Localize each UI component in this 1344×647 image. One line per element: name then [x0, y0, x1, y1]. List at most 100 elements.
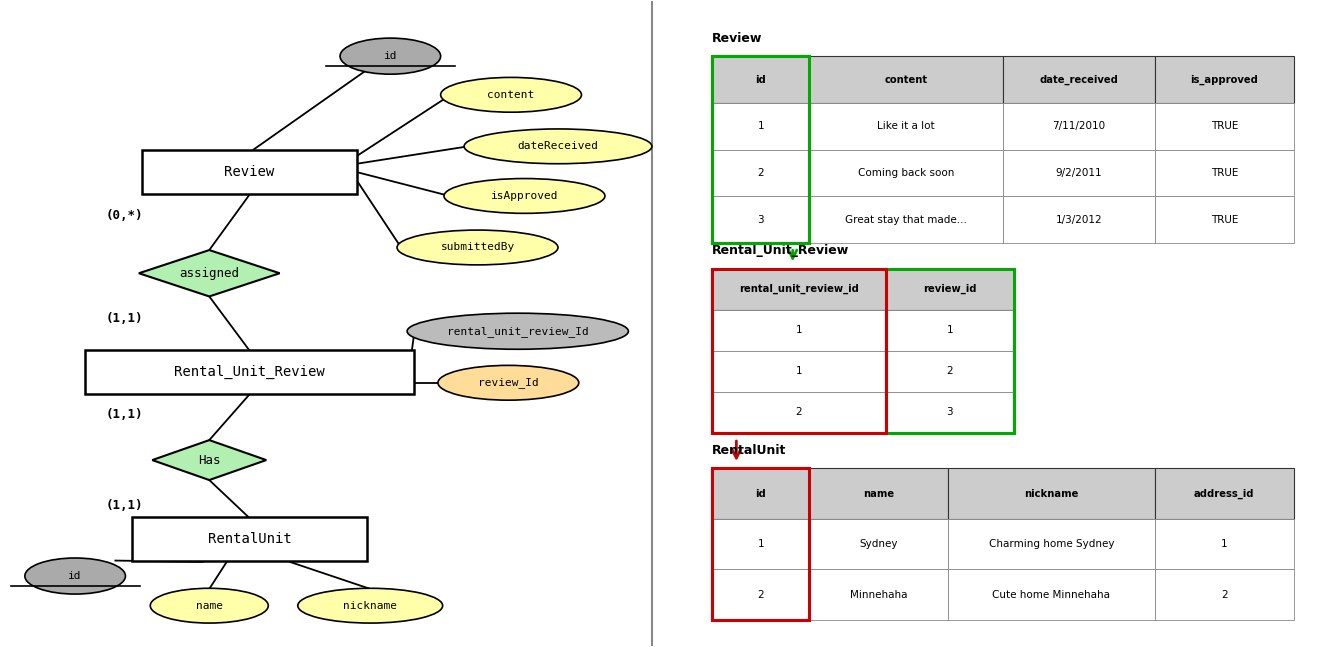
Bar	[132, 518, 367, 561]
Text: (1,1): (1,1)	[106, 312, 144, 325]
Text: rental_unit_review_Id: rental_unit_review_Id	[448, 326, 589, 336]
Bar	[712, 269, 886, 433]
Text: nickname: nickname	[1024, 488, 1078, 499]
Text: Coming back soon: Coming back soon	[857, 168, 954, 178]
Ellipse shape	[24, 558, 125, 594]
Text: name: name	[196, 600, 223, 611]
Bar	[712, 468, 809, 519]
Text: Great stay that made...: Great stay that made...	[845, 215, 966, 225]
Bar	[1154, 103, 1293, 149]
Polygon shape	[138, 250, 280, 296]
Text: TRUE: TRUE	[1211, 168, 1238, 178]
Text: Like it a lot: Like it a lot	[878, 121, 935, 131]
Bar	[712, 269, 886, 310]
Bar	[712, 149, 809, 196]
Ellipse shape	[441, 78, 582, 112]
Text: rental_unit_review_id: rental_unit_review_id	[739, 284, 859, 294]
Text: Cute home Minnehaha: Cute home Minnehaha	[992, 589, 1110, 600]
Bar	[809, 519, 948, 569]
Text: 2: 2	[796, 408, 802, 417]
Text: assigned: assigned	[179, 267, 239, 280]
Bar	[809, 196, 1003, 243]
Bar	[1154, 468, 1293, 519]
Text: name: name	[863, 488, 894, 499]
Bar	[712, 392, 886, 433]
Bar	[948, 569, 1154, 620]
Text: 2: 2	[946, 366, 953, 377]
Bar	[142, 150, 356, 194]
Bar	[1154, 569, 1293, 620]
Ellipse shape	[407, 313, 629, 349]
Text: 3: 3	[758, 215, 763, 225]
Text: id: id	[755, 74, 766, 85]
Bar	[712, 351, 886, 392]
Bar	[712, 56, 809, 243]
Text: Review: Review	[224, 165, 274, 179]
Text: address_id: address_id	[1193, 488, 1254, 499]
Text: date_received: date_received	[1040, 74, 1118, 85]
Text: 1: 1	[1222, 539, 1227, 549]
Text: 1: 1	[758, 121, 763, 131]
Text: nickname: nickname	[343, 600, 398, 611]
Text: id: id	[755, 488, 766, 499]
Text: 9/2/2011: 9/2/2011	[1056, 168, 1102, 178]
Text: 7/11/2010: 7/11/2010	[1052, 121, 1106, 131]
Text: isApproved: isApproved	[491, 191, 558, 201]
Ellipse shape	[298, 588, 442, 623]
Text: submittedBy: submittedBy	[441, 243, 515, 252]
Bar	[712, 310, 886, 351]
Bar	[712, 569, 809, 620]
Text: id: id	[69, 571, 82, 581]
Text: 2: 2	[758, 589, 763, 600]
Bar	[1154, 196, 1293, 243]
Bar	[809, 103, 1003, 149]
Text: Charming home Sydney: Charming home Sydney	[989, 539, 1114, 549]
Text: 1: 1	[796, 366, 802, 377]
Text: Minnehaha: Minnehaha	[849, 589, 907, 600]
Text: content: content	[488, 90, 535, 100]
Text: id: id	[383, 51, 396, 61]
Polygon shape	[152, 440, 266, 480]
Text: (0,*): (0,*)	[106, 209, 144, 222]
Bar	[809, 149, 1003, 196]
Bar	[712, 196, 809, 243]
Text: review_id: review_id	[923, 284, 977, 294]
Text: Rental_Unit_Review: Rental_Unit_Review	[712, 244, 849, 257]
Ellipse shape	[340, 38, 441, 74]
Text: dateReceived: dateReceived	[517, 141, 598, 151]
Ellipse shape	[151, 588, 269, 623]
Bar	[1154, 519, 1293, 569]
Text: (1,1): (1,1)	[106, 499, 144, 512]
Bar	[1003, 103, 1154, 149]
Text: is_approved: is_approved	[1191, 74, 1258, 85]
Bar	[1154, 149, 1293, 196]
Text: RentalUnit: RentalUnit	[207, 532, 292, 546]
Text: content: content	[884, 74, 927, 85]
Bar	[712, 468, 809, 620]
Text: TRUE: TRUE	[1211, 215, 1238, 225]
Text: 3: 3	[946, 408, 953, 417]
Text: TRUE: TRUE	[1211, 121, 1238, 131]
Bar	[886, 310, 1013, 351]
Text: 2: 2	[1222, 589, 1227, 600]
Bar	[712, 56, 809, 103]
Bar	[1003, 56, 1154, 103]
Text: review_Id: review_Id	[478, 377, 539, 388]
Text: Review: Review	[712, 32, 762, 45]
Text: 2: 2	[758, 168, 763, 178]
Bar	[1003, 149, 1154, 196]
Bar	[948, 468, 1154, 519]
Bar	[85, 350, 414, 394]
Bar	[809, 56, 1003, 103]
Bar	[712, 103, 809, 149]
Bar	[1154, 56, 1293, 103]
Bar	[809, 569, 948, 620]
Ellipse shape	[464, 129, 652, 164]
Bar	[712, 519, 809, 569]
Text: 1/3/2012: 1/3/2012	[1056, 215, 1102, 225]
Text: 1: 1	[758, 539, 763, 549]
Bar	[886, 392, 1013, 433]
Text: (1,1): (1,1)	[106, 408, 144, 421]
Text: 1: 1	[796, 325, 802, 335]
Text: 1: 1	[946, 325, 953, 335]
